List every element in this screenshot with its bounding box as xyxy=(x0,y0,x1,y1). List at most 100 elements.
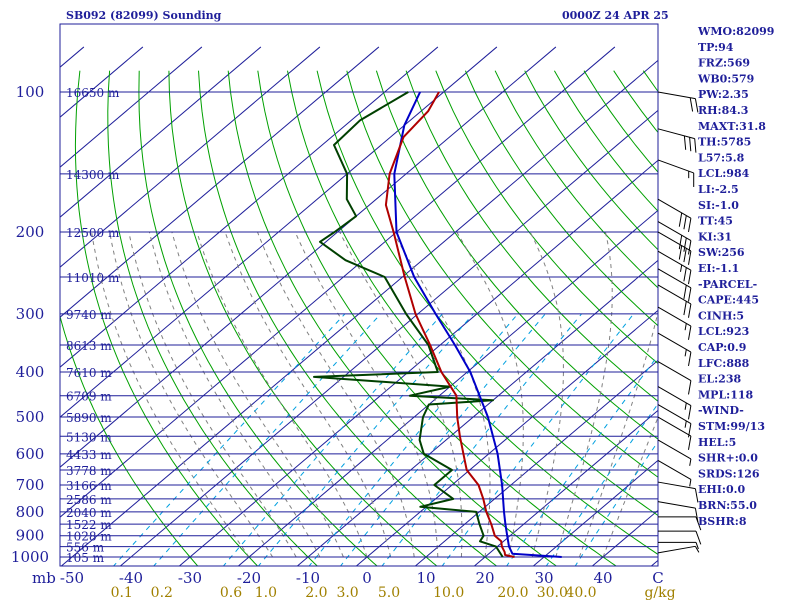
height-label: 6709 m xyxy=(66,390,112,404)
isobar-grid xyxy=(60,91,658,558)
wind-barb xyxy=(657,198,692,233)
index-value: -PARCEL- xyxy=(698,278,757,291)
mixing-ratio-label: 5.0 xyxy=(378,585,400,600)
isotherm-line xyxy=(60,46,557,468)
sounding-profiles xyxy=(313,91,562,558)
wind-barb xyxy=(657,416,692,450)
wind-barb xyxy=(657,460,692,487)
pressure-label: 600 xyxy=(16,445,45,463)
wind-barb-full xyxy=(688,405,692,420)
dry-adiabat-line xyxy=(316,70,658,517)
wind-barb xyxy=(657,361,692,395)
mb-unit-label: mb xyxy=(32,569,56,587)
height-label: 11010 m xyxy=(66,271,120,285)
mixing-ratio-label: 0.2 xyxy=(151,585,173,600)
index-value: LCL:923 xyxy=(698,325,749,338)
height-label: 1028 m xyxy=(66,530,112,544)
wind-barb-full xyxy=(683,285,687,299)
height-label: 9740 m xyxy=(66,308,112,322)
mixing-ratio-label: 30.0 xyxy=(537,585,568,600)
wind-barb-staff xyxy=(657,198,692,219)
isotherm-line xyxy=(60,46,321,268)
index-value: SW:256 xyxy=(698,246,745,259)
isotherm-line xyxy=(355,309,658,566)
wind-barb-full xyxy=(694,138,697,153)
mixing-ratio-label: 0.1 xyxy=(111,585,133,600)
wind-barb-half xyxy=(695,542,699,550)
wind-barb-staff xyxy=(657,306,692,327)
isotherm-line xyxy=(60,46,498,418)
wind-barb-half xyxy=(684,420,687,428)
moist-adiabat-line xyxy=(128,231,297,558)
isotherm-line xyxy=(60,46,380,318)
wind-barb-staff xyxy=(657,221,692,242)
temp-unit-label: C xyxy=(652,569,663,587)
index-value: STM:99/13 xyxy=(698,420,765,433)
wind-barb-half xyxy=(689,458,692,466)
pressure-label: 400 xyxy=(16,363,45,381)
index-value: WB0:579 xyxy=(697,72,754,85)
height-label: 16650 m xyxy=(66,86,120,100)
mixing-ratio-label: 10.0 xyxy=(433,585,464,600)
isotherm-label: -40 xyxy=(119,569,143,587)
parcel-profile-line xyxy=(393,91,562,558)
height-label: 3778 m xyxy=(66,464,112,478)
plot-frame xyxy=(59,23,659,567)
temperature-profile-line xyxy=(384,91,515,558)
mixing-ratio-line xyxy=(257,313,474,566)
wind-barb xyxy=(657,231,692,265)
wind-barb xyxy=(657,439,692,466)
wind-barb-staff xyxy=(657,250,692,271)
sounding-time: 0000Z 24 APR 25 xyxy=(562,9,669,22)
isotherm-line xyxy=(119,109,658,566)
wind-barb-half xyxy=(684,323,687,331)
height-label: 7610 m xyxy=(66,366,112,380)
isotherm-line xyxy=(414,359,658,566)
wind-barb-staff xyxy=(657,501,696,509)
index-panel: WMO:82099 TP:94 FRZ:569 WB0:579 PW:2.35 RH:84… xyxy=(697,25,774,528)
wind-barb xyxy=(657,404,692,438)
wind-barb-half xyxy=(684,349,687,357)
wind-barb-staff xyxy=(657,284,692,305)
moist-adiabat-line xyxy=(578,310,658,558)
mixing-ratio-line xyxy=(308,313,519,566)
isotherm-label: 40 xyxy=(593,569,612,587)
wind-barb-full xyxy=(689,137,692,152)
wind-barb-full xyxy=(683,215,687,230)
wind-barb-staff xyxy=(657,91,696,100)
index-value: SHR+:0.0 xyxy=(698,452,758,465)
isotherm-label: 20 xyxy=(475,569,494,587)
isotherm-line xyxy=(473,409,658,566)
index-value: WMO:82099 xyxy=(697,25,774,38)
wind-barb-full xyxy=(688,325,692,340)
dry-adiabat-line xyxy=(198,70,498,566)
height-label: 2586 m xyxy=(66,493,112,507)
moist-adiabat-line xyxy=(91,231,250,558)
mixing-ratio-label: 3.0 xyxy=(336,585,358,600)
height-label: 556 m xyxy=(66,541,105,555)
mixing-ratio-line xyxy=(339,313,546,566)
pressure-label: 200 xyxy=(16,223,45,241)
wind-barb-staff xyxy=(657,545,696,554)
mixing-ratio-label: 1.0 xyxy=(255,585,277,600)
wind-barb-staff xyxy=(657,332,692,353)
wind-barb xyxy=(658,516,702,531)
height-label: 3166 m xyxy=(66,479,112,493)
wind-barb-full xyxy=(688,303,692,318)
mixing-ratio-line xyxy=(153,313,382,566)
index-value: EL:238 xyxy=(698,373,741,386)
wind-barb-staff xyxy=(657,481,696,490)
index-value: TP:94 xyxy=(698,41,734,54)
wind-barb-full xyxy=(695,516,702,531)
wind-barb-half xyxy=(689,479,692,487)
mixing-ratio-label: 20.0 xyxy=(497,585,528,600)
moist-adiabat-line xyxy=(171,231,344,558)
index-value: TT:45 xyxy=(698,215,733,228)
wind-barb-staff xyxy=(657,386,692,406)
index-value: MPL:118 xyxy=(698,388,754,401)
pressure-label: 700 xyxy=(16,476,45,494)
height-label: 1522 m xyxy=(66,518,112,532)
wind-barb-full xyxy=(689,97,694,112)
wind-barb-full xyxy=(683,267,687,282)
wind-barb-staff xyxy=(657,231,692,252)
